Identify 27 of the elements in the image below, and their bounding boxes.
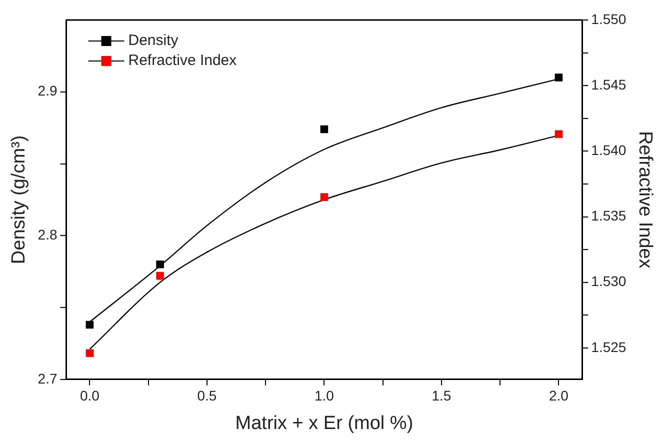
y-tick-label: 2.9 xyxy=(38,82,58,99)
point xyxy=(554,74,563,82)
y-axis-title: Density (g/cm³) xyxy=(8,135,30,264)
y2-tick-label: 1.530 xyxy=(591,273,626,290)
legend-label: Refractive Index xyxy=(128,52,238,70)
x-tick-label: 1.5 xyxy=(432,388,452,404)
point xyxy=(86,320,94,329)
legend-label: Density xyxy=(128,32,179,50)
y2-tick-label: 1.550 xyxy=(591,10,626,27)
y2-axis-title: Refractive Index xyxy=(634,131,656,269)
point xyxy=(320,193,328,201)
x-tick-label: 1.0 xyxy=(314,388,334,404)
x-tick-label: 2.0 xyxy=(548,388,569,404)
y2-tick-label: 1.535 xyxy=(591,208,626,224)
point xyxy=(156,260,164,268)
point xyxy=(156,272,164,280)
point xyxy=(554,130,563,138)
x-tick-label: 0.5 xyxy=(197,388,217,404)
y2-tick-label: 1.545 xyxy=(591,76,626,92)
y-tick-label: 2.7 xyxy=(38,370,58,386)
y-tick-label: 2.8 xyxy=(38,226,58,242)
x-tick-label: 0.0 xyxy=(80,388,100,404)
x-axis-title: Matrix + x Er (mol %) xyxy=(235,412,414,434)
point xyxy=(86,349,94,358)
y2-tick-label: 1.540 xyxy=(591,142,626,158)
y2-tick-label: 1.525 xyxy=(591,338,626,355)
point xyxy=(320,125,328,134)
